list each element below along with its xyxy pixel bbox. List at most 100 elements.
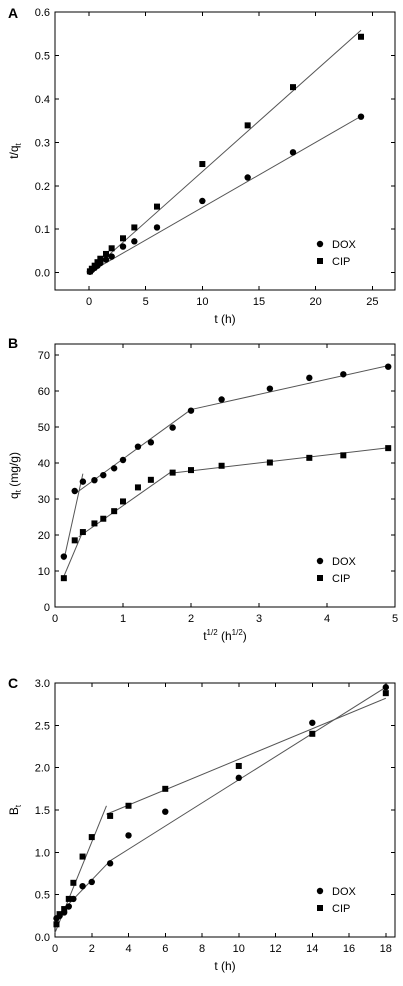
data-point-dox [147, 439, 155, 446]
legend-label-cip: CIP [332, 903, 350, 915]
y-tick-label: 3.0 [35, 678, 50, 690]
fit-line [88, 115, 362, 274]
x-axis-title: t (h) [214, 959, 235, 973]
data-point-dox [235, 774, 242, 782]
fit-line [63, 473, 84, 561]
data-point-cip [94, 259, 101, 266]
plot-frame [54, 682, 396, 938]
y-tick-label: 1.5 [35, 805, 50, 817]
data-point-cip [91, 520, 98, 527]
x-tick-label: 18 [380, 943, 392, 955]
y-tick-label: 40 [38, 458, 50, 470]
x-tick-label: 3 [256, 613, 262, 625]
x-tick-label: 16 [343, 943, 355, 955]
fit-line [172, 447, 389, 474]
data-point-cip [306, 454, 313, 461]
data-point-cip [147, 476, 154, 483]
x-tick-label: 15 [253, 296, 265, 308]
legend-marker-cip [317, 905, 323, 911]
data-point-dox [306, 374, 313, 382]
data-point-cip [385, 445, 392, 452]
data-point-cip [65, 895, 72, 902]
data-point-dox [106, 860, 114, 867]
data-point-cip [108, 245, 115, 252]
data-point-cip [125, 802, 132, 809]
data-point-dox [60, 553, 68, 560]
data-point-cip [61, 906, 68, 913]
x-tick-label: 2 [188, 613, 194, 625]
data-point-cip [131, 224, 138, 231]
data-point-cip [162, 785, 169, 792]
x-tick-label: 5 [143, 296, 149, 308]
data-point-cip [103, 250, 109, 257]
panel-letter: B [8, 335, 18, 351]
x-tick-label: 10 [196, 296, 208, 308]
data-point-dox [88, 878, 95, 886]
data-point-dox [100, 471, 107, 479]
data-point-dox [108, 253, 115, 260]
data-point-cip [382, 690, 389, 697]
fit-line [106, 697, 387, 815]
plot-frame [54, 11, 396, 291]
x-tick-label: 14 [306, 943, 318, 955]
x-tick-label: 12 [269, 943, 281, 955]
y-tick-label: 10 [38, 566, 50, 578]
y-tick-label: 2.5 [35, 720, 50, 732]
y-tick-label: 60 [38, 386, 50, 398]
x-tick-label: 2 [89, 943, 95, 955]
y-tick-label: 0.5 [35, 890, 50, 902]
fit-line [88, 29, 362, 273]
y-tick-label: 0.0 [35, 268, 50, 280]
data-point-cip [53, 921, 60, 928]
data-point-dox [134, 443, 142, 450]
x-tick-label: 5 [392, 613, 398, 625]
data-point-dox [125, 832, 132, 839]
data-point-dox [187, 407, 195, 414]
data-point-cip [154, 203, 160, 210]
y-tick-label: 0.0 [35, 932, 50, 944]
panel-letter: C [8, 675, 18, 691]
data-point-dox [266, 385, 274, 392]
data-point-dox [309, 719, 316, 726]
data-point-cip [244, 122, 251, 129]
data-point-cip [134, 484, 141, 491]
data-point-dox [218, 396, 225, 403]
plot-frame [54, 343, 396, 608]
data-point-dox [289, 149, 297, 156]
data-point-cip [60, 575, 67, 582]
data-point-dox [102, 256, 110, 263]
x-tick-label: 0 [52, 613, 58, 625]
x-axis-title: t (h) [214, 312, 235, 326]
y-tick-label: 50 [38, 422, 50, 434]
y-axis-title: t/qt [7, 142, 23, 158]
data-point-cip [218, 462, 225, 469]
legend-label-cip: CIP [332, 573, 350, 585]
data-point-dox [385, 363, 392, 370]
data-point-cip [340, 452, 347, 459]
data-point-cip [199, 161, 206, 168]
legend-marker-dox [316, 557, 324, 565]
data-point-dox [162, 808, 169, 815]
legend-label-cip: CIP [332, 256, 350, 268]
data-point-cip [70, 879, 77, 886]
data-point-cip [79, 529, 86, 536]
x-tick-label: 25 [366, 296, 378, 308]
y-tick-label: 30 [38, 494, 50, 506]
data-point-dox [79, 478, 87, 485]
legend-marker-cip [317, 258, 323, 264]
data-point-dox [357, 113, 365, 120]
y-tick-label: 70 [38, 350, 50, 362]
x-tick-label: 4 [324, 613, 330, 625]
x-tick-label: 0 [52, 943, 58, 955]
panel-letter: A [8, 5, 18, 21]
x-tick-label: 10 [233, 943, 245, 955]
legend-label-dox: DOX [332, 239, 357, 251]
data-point-dox [244, 174, 251, 181]
fit-line [190, 365, 389, 411]
data-point-dox [91, 476, 98, 484]
data-point-cip [120, 498, 126, 505]
fit-line [63, 531, 84, 577]
y-tick-label: 2.0 [35, 763, 50, 775]
data-point-cip [290, 84, 296, 91]
